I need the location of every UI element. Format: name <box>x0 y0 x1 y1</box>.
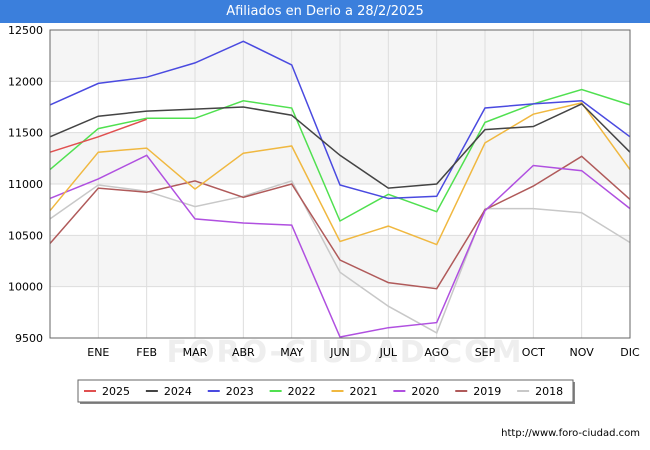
y-tick-label: 9500 <box>15 332 43 345</box>
legend-label-2025: 2025 <box>102 385 130 398</box>
y-tick-label: 11000 <box>8 178 43 191</box>
x-tick-label: FEB <box>136 346 157 359</box>
x-tick-label: DIC <box>620 346 640 359</box>
legend-label-2024: 2024 <box>164 385 192 398</box>
x-tick-label: MAY <box>280 346 303 359</box>
legend-label-2020: 2020 <box>411 385 439 398</box>
legend: 2025 2024 2023 2022 2021 2020 2019 2018 <box>77 379 575 404</box>
series-line-2019 <box>49 155 631 290</box>
x-tick-label: OCT <box>522 346 545 359</box>
legend-label-2021: 2021 <box>350 385 378 398</box>
series-line-2025 <box>49 118 147 153</box>
x-axis-ticks: ENE FEB MAR ABR MAY JUN JUL AGO SEP OCT NOV DIC <box>87 346 640 359</box>
series-line-2020 <box>49 154 631 338</box>
x-tick-label: NOV <box>570 346 595 359</box>
y-tick-label: 10000 <box>8 281 43 294</box>
legend-label-2022: 2022 <box>288 385 316 398</box>
watermark-text: FORO-CIUDAD.COM <box>167 335 524 370</box>
x-tick-label: SEP <box>475 346 496 359</box>
y-axis-ticks: 9500 10000 10500 11000 11500 12000 12500 <box>8 24 43 345</box>
y-tick-label: 12500 <box>8 24 43 37</box>
legend-label-2018: 2018 <box>535 385 563 398</box>
legend-label-2019: 2019 <box>473 385 501 398</box>
x-tick-label: JUL <box>379 346 398 359</box>
x-tick-label: MAR <box>183 346 208 359</box>
x-tick-label: ABR <box>232 346 255 359</box>
legend-label-2023: 2023 <box>226 385 254 398</box>
series-line-2023 <box>49 40 631 200</box>
series-line-2018 <box>49 179 631 334</box>
axis-frame <box>49 29 631 339</box>
x-tick-label: AGO <box>424 346 449 359</box>
series-line-2024 <box>49 102 631 189</box>
plot-frame <box>49 29 631 339</box>
y-tick-label: 10500 <box>8 229 43 242</box>
x-tick-label: JUN <box>329 346 350 359</box>
y-tick-label: 12000 <box>8 75 43 88</box>
series-line-2021 <box>49 102 631 246</box>
footer-url[interactable]: http://www.foro-ciudad.com <box>501 428 640 439</box>
y-tick-label: 11500 <box>8 127 43 140</box>
x-tick-label: ENE <box>87 346 109 359</box>
chart-title: Afiliados en Derio a 28/2/2025 <box>0 0 650 23</box>
legend-box <box>77 379 574 403</box>
series-lines <box>49 40 631 338</box>
